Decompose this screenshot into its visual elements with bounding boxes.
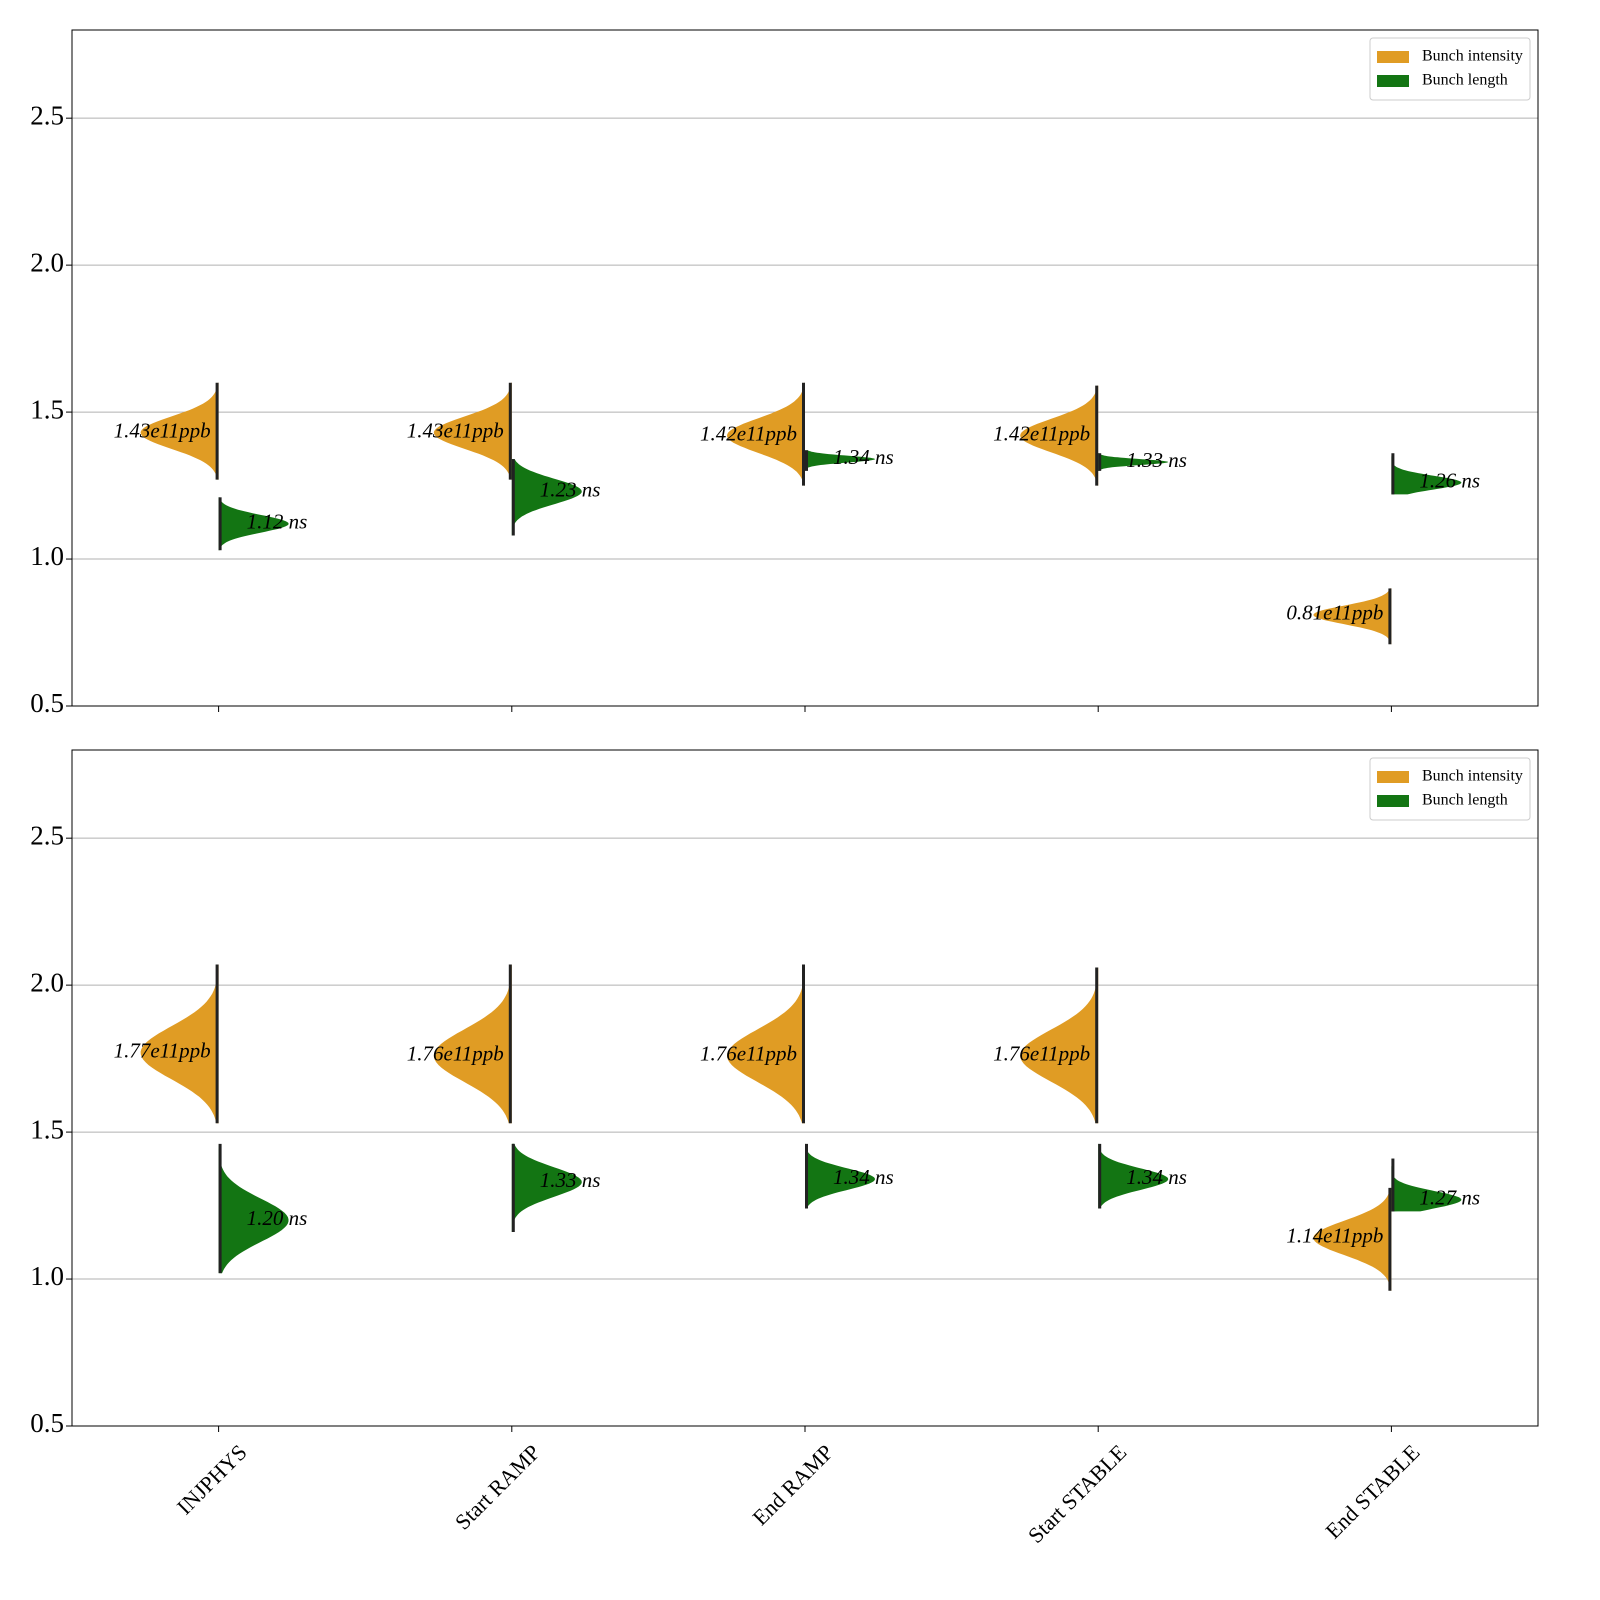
y-tick-label: 2.0 (30, 967, 64, 997)
y-tick-label: 0.5 (30, 1408, 64, 1438)
value-label: 1.33 ns (1126, 448, 1187, 472)
y-tick-label: 2.0 (30, 247, 64, 277)
legend-label: Bunch length (1422, 792, 1508, 809)
legend-label: Bunch intensity (1422, 768, 1523, 785)
value-label: 1.34 ns (833, 445, 894, 469)
value-label: 1.77e11ppb (114, 1039, 211, 1063)
violin (511, 459, 582, 536)
value-label: 1.26 ns (1419, 468, 1480, 492)
legend-swatch (1377, 51, 1409, 63)
legend-swatch (1377, 771, 1409, 783)
violin (727, 382, 805, 486)
violin (140, 382, 219, 480)
y-tick-label: 1.5 (30, 1114, 64, 1144)
legend-label: Bunch length (1422, 72, 1508, 89)
violin (805, 1143, 875, 1209)
violin (805, 450, 875, 471)
violin (1313, 588, 1392, 645)
violin (511, 1143, 582, 1233)
value-label: 1.33 ns (540, 1168, 601, 1192)
x-tick-label: Start RAMP (450, 1439, 545, 1534)
violin (727, 964, 805, 1124)
value-label: 1.34 ns (1126, 1165, 1187, 1189)
violin (1313, 1187, 1392, 1291)
value-label: 1.34 ns (833, 1165, 894, 1189)
legend-swatch (1377, 795, 1409, 807)
value-label: 1.42e11ppb (700, 421, 797, 445)
violin (1098, 453, 1169, 471)
violin (433, 964, 512, 1124)
value-label: 1.43e11ppb (407, 418, 504, 442)
y-tick-label: 2.5 (30, 100, 64, 130)
value-label: 1.43e11ppb (114, 418, 211, 442)
y-tick-label: 1.0 (30, 541, 64, 571)
y-tick-label: 1.5 (30, 394, 64, 424)
value-label: 0.81e11ppb (1286, 601, 1383, 625)
value-label: 1.23 ns (540, 477, 601, 501)
violin (218, 497, 289, 551)
value-label: 1.27 ns (1419, 1185, 1480, 1209)
value-label: 1.76e11ppb (993, 1041, 1090, 1065)
legend-box (1369, 37, 1531, 101)
legend-label: Bunch intensity (1422, 48, 1523, 65)
y-tick-label: 0.5 (30, 688, 64, 718)
plot-frame (71, 749, 1539, 1427)
violin (140, 964, 219, 1124)
violin (1391, 1158, 1462, 1212)
legend-box (1369, 757, 1531, 821)
violin (1020, 385, 1099, 486)
violin (1098, 1143, 1169, 1209)
value-label: 1.76e11ppb (700, 1041, 797, 1065)
value-label: 1.20 ns (247, 1206, 308, 1230)
violin (1391, 453, 1462, 495)
value-label: 1.14e11ppb (1286, 1224, 1383, 1248)
x-tick-label: Start STABLE (1023, 1439, 1131, 1547)
violin (433, 382, 512, 480)
y-tick-label: 2.5 (30, 820, 64, 850)
violin (218, 1143, 289, 1274)
value-label: 1.42e11ppb (993, 421, 1090, 445)
value-label: 1.76e11ppb (407, 1041, 504, 1065)
violin (1020, 967, 1099, 1124)
x-tick-label: INJPHYS (172, 1439, 252, 1519)
y-tick-label: 1.0 (30, 1261, 64, 1291)
x-tick-label: End STABLE (1320, 1439, 1424, 1543)
plot-frame (71, 29, 1539, 707)
x-tick-label: End RAMP (747, 1439, 838, 1530)
legend-swatch (1377, 75, 1409, 87)
value-label: 1.12 ns (247, 510, 308, 534)
